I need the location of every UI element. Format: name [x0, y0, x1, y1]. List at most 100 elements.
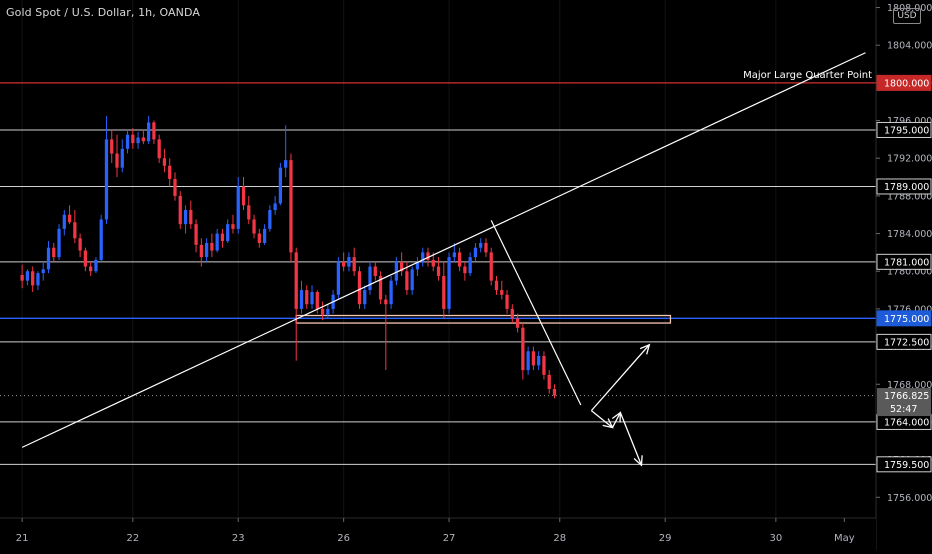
level-price-label: 1800.000: [884, 78, 929, 89]
x-tick-label: 27: [443, 533, 456, 544]
candle-body: [320, 308, 325, 315]
level-price-label: 1789.000: [884, 182, 929, 193]
level-price-label: 1795.000: [884, 125, 929, 136]
candle-body: [120, 148, 124, 168]
level-price-label-box: [876, 121, 932, 138]
current-price-label: 1766.825: [884, 391, 929, 402]
candle-body: [431, 259, 435, 267]
x-tick-label: 21: [16, 533, 29, 544]
y-tick-label: 1804.000: [887, 41, 932, 52]
candle-body: [368, 266, 372, 291]
level-note: Major Large Quarter Point: [743, 70, 872, 81]
currency-badge[interactable]: USD: [893, 8, 921, 24]
y-tick-label: 1784.000: [887, 229, 932, 240]
candle-body: [52, 247, 56, 258]
candle-body: [500, 290, 504, 295]
trendline: [21, 52, 866, 448]
candle-body: [289, 160, 293, 253]
chart-title: Gold Spot / U.S. Dollar, 1h, OANDA: [6, 6, 200, 19]
x-tick-label: 26: [337, 533, 350, 544]
level-price-label-box: [876, 74, 932, 91]
candle-body: [231, 224, 235, 229]
candle-body: [515, 318, 520, 328]
candle-body: [378, 275, 383, 300]
candle-body: [452, 252, 456, 258]
x-tick-label: 22: [126, 533, 139, 544]
candle-body: [310, 291, 314, 305]
level-price-label: 1781.000: [884, 257, 929, 268]
candle-body: [484, 242, 488, 253]
candle-body: [336, 261, 341, 295]
current-price-box: [877, 388, 931, 417]
candle-body: [252, 219, 256, 234]
candle-body: [147, 122, 151, 142]
candle-body: [315, 291, 319, 309]
candle-body: [199, 244, 203, 258]
projection-arrow: [590, 344, 650, 412]
candle-body: [494, 280, 499, 291]
candle-body: [210, 242, 214, 251]
candle-body: [442, 275, 446, 309]
candle-body: [104, 139, 109, 220]
candle-body: [457, 252, 462, 267]
candle-body: [479, 242, 483, 248]
candle-body: [141, 137, 145, 142]
candle-body: [421, 252, 425, 262]
candle-body: [531, 351, 536, 366]
candle-body: [542, 356, 546, 375]
candle-body: [173, 178, 177, 196]
candle-body: [189, 210, 193, 225]
candle-body: [36, 273, 40, 286]
candle-body: [168, 165, 172, 179]
candle-body: [294, 252, 298, 309]
candle-body: [194, 224, 198, 245]
candle-body: [389, 280, 393, 305]
candle-body: [204, 242, 209, 258]
level-price-label: 1772.500: [884, 337, 929, 348]
x-tick-label: 30: [769, 533, 782, 544]
candle-body: [305, 290, 309, 305]
candle-body: [262, 228, 267, 243]
candle-body: [284, 160, 288, 168]
candle-body: [115, 153, 119, 168]
candle-body: [46, 247, 51, 270]
candle-body: [131, 134, 135, 144]
candle-body: [110, 139, 114, 154]
level-price-label: 1764.000: [884, 417, 929, 428]
candle-body: [20, 275, 24, 281]
x-tick-label: 23: [232, 533, 245, 544]
trendline: [490, 220, 582, 406]
candle-body: [405, 271, 409, 291]
candle-body: [342, 261, 346, 267]
level-price-label-box: [876, 333, 932, 350]
y-tick-label: 1756.000: [887, 493, 932, 504]
candle-body: [136, 137, 140, 144]
candle-body: [463, 266, 467, 274]
level-price-label-box: [876, 178, 932, 195]
candle-body: [415, 261, 420, 270]
projection-arrow-head: [639, 343, 651, 355]
y-tick-label: 1780.000: [887, 267, 932, 278]
countdown-timer: 52:47: [890, 404, 917, 415]
projection-arrow: [590, 410, 613, 429]
candle-body: [78, 238, 82, 251]
candle-body: [83, 250, 88, 267]
candle-body: [521, 327, 525, 371]
candle-body: [273, 203, 277, 211]
candle-body: [41, 269, 45, 274]
candle-body: [447, 257, 451, 309]
projection-arrow: [619, 412, 643, 466]
candle-body: [226, 224, 230, 242]
level-price-label-box: [876, 253, 932, 270]
candle-body: [426, 252, 430, 260]
candle-body: [94, 259, 98, 272]
candle-body: [162, 158, 167, 166]
candle-body: [399, 261, 404, 272]
candle-body: [257, 233, 261, 243]
candle-body: [473, 247, 478, 258]
candle-body: [526, 351, 530, 371]
candle-body: [489, 252, 493, 281]
